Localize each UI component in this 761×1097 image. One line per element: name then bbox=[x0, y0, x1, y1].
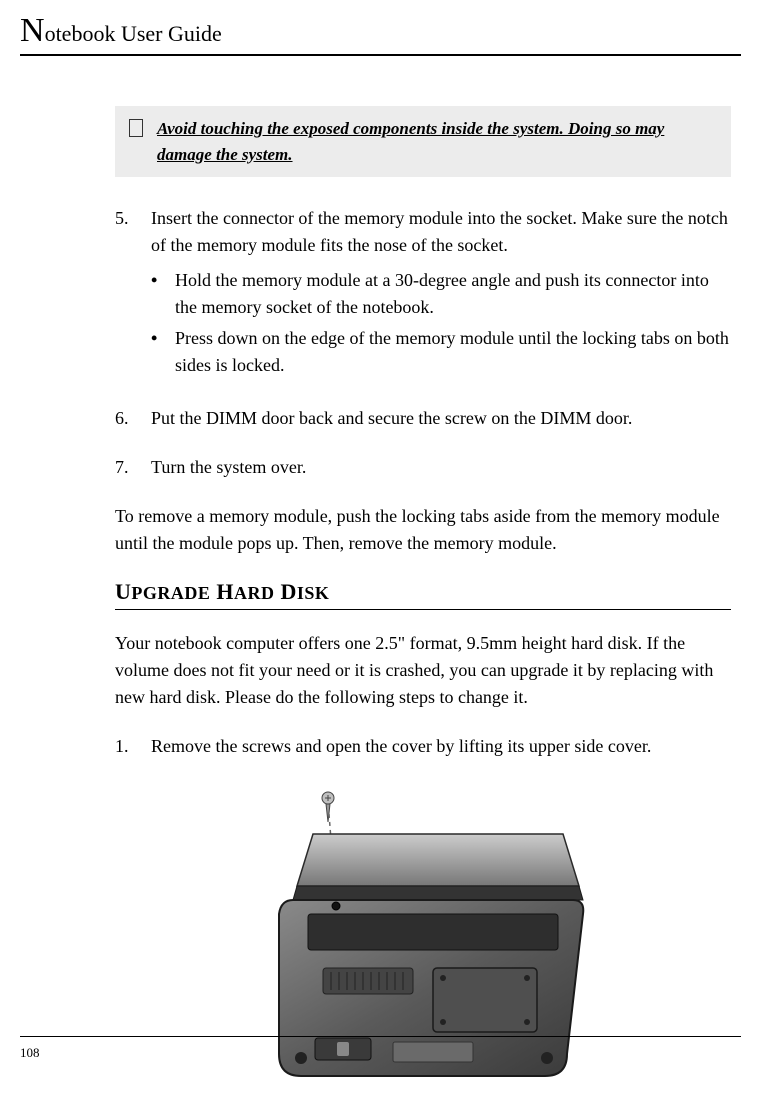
page-content: Avoid touching the exposed components in… bbox=[115, 106, 731, 1097]
bullet-text: Press down on the edge of the memory mod… bbox=[175, 325, 731, 379]
sc-cap: U bbox=[115, 579, 131, 604]
bullet-icon: • bbox=[151, 267, 161, 321]
footer-rule bbox=[20, 1036, 741, 1037]
bullet-item: • Press down on the edge of the memory m… bbox=[151, 325, 731, 379]
step-number: 5. bbox=[115, 205, 133, 383]
step-text: Turn the system over. bbox=[151, 454, 731, 481]
sc-rest: ISK bbox=[297, 583, 330, 603]
page-header: Notebook User Guide bbox=[20, 12, 741, 56]
sc-rest: ARD bbox=[234, 583, 275, 603]
page-number: 108 bbox=[20, 1045, 40, 1061]
sub-bullets: • Hold the memory module at a 30-degree … bbox=[151, 267, 731, 379]
warning-box: Avoid touching the exposed components in… bbox=[115, 106, 731, 177]
sc-rest: PGRADE bbox=[131, 583, 210, 603]
step-hdd-1: 1. Remove the screws and open the cover … bbox=[115, 733, 731, 760]
warning-text: Avoid touching the exposed components in… bbox=[157, 116, 717, 167]
laptop-diagram bbox=[115, 782, 731, 1097]
remove-module-paragraph: To remove a memory module, push the lock… bbox=[115, 503, 731, 557]
laptop-bottom-icon bbox=[253, 782, 593, 1092]
section-title-upgrade-hard-disk: UPGRADE HARD DISK bbox=[115, 579, 731, 610]
hdd-intro-paragraph: Your notebook computer offers one 2.5" f… bbox=[115, 630, 731, 711]
step-number: 7. bbox=[115, 454, 133, 481]
step-body: Insert the connector of the memory modul… bbox=[151, 205, 731, 383]
bullet-item: • Hold the memory module at a 30-degree … bbox=[151, 267, 731, 321]
guide-title: Notebook User Guide bbox=[20, 12, 741, 50]
title-rest: otebook User Guide bbox=[45, 21, 222, 46]
sc-cap: H bbox=[216, 579, 234, 604]
step-number: 6. bbox=[115, 405, 133, 432]
step-7: 7. Turn the system over. bbox=[115, 454, 731, 481]
note-icon bbox=[129, 119, 143, 137]
step-text: Put the DIMM door back and secure the sc… bbox=[151, 405, 731, 432]
step-number: 1. bbox=[115, 733, 133, 760]
step-text: Remove the screws and open the cover by … bbox=[151, 733, 731, 760]
step-6: 6. Put the DIMM door back and secure the… bbox=[115, 405, 731, 432]
step-text: Insert the connector of the memory modul… bbox=[151, 208, 728, 255]
step-5: 5. Insert the connector of the memory mo… bbox=[115, 205, 731, 383]
bullet-icon: • bbox=[151, 325, 161, 379]
sc-cap: D bbox=[281, 579, 297, 604]
bullet-text: Hold the memory module at a 30-degree an… bbox=[175, 267, 731, 321]
drop-cap: N bbox=[20, 12, 45, 49]
